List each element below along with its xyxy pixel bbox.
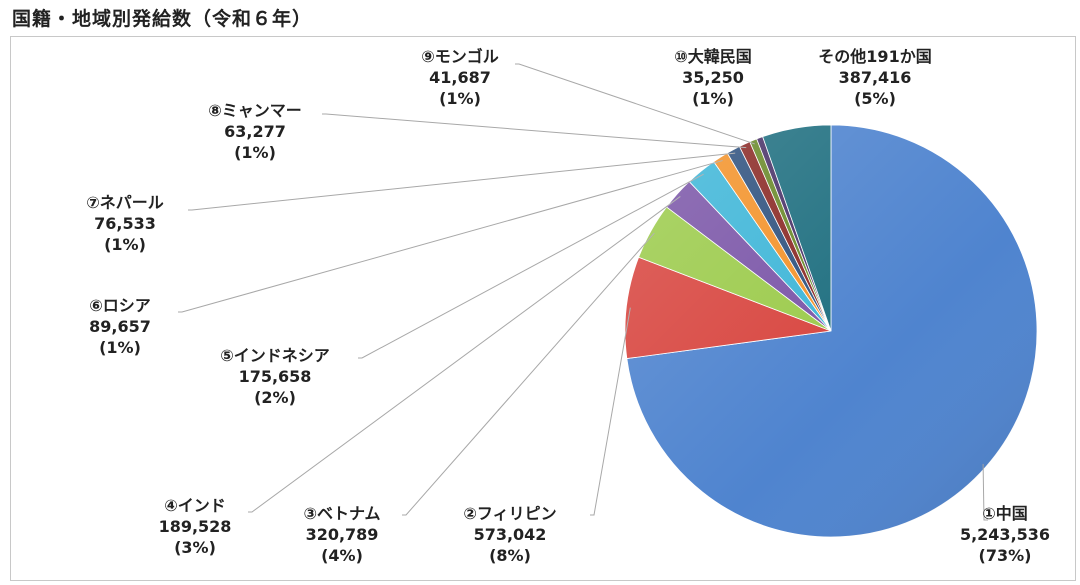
slice-name: ②フィリピン <box>463 504 557 523</box>
slice-value: 387,416 <box>838 68 912 87</box>
slice-value: 89,657 <box>89 317 151 336</box>
leader-line-myanmar <box>322 113 747 149</box>
slice-label-china: ①中国 5,243,536 (73%) <box>940 503 1070 566</box>
slice-name: ③ベトナム <box>303 504 381 523</box>
slice-name: ⑨モンゴル <box>421 47 499 66</box>
slice-label-korea: ⑩大韓民国 35,250 (1%) <box>648 46 778 109</box>
slice-value: 63,277 <box>224 122 286 141</box>
slice-name: ⑧ミャンマー <box>208 101 302 120</box>
slice-percent: (1%) <box>439 89 481 108</box>
slice-label-russia: ⑥ロシア 89,657 (1%) <box>60 295 180 358</box>
slice-name: その他191か国 <box>818 47 932 66</box>
slice-value: 41,687 <box>429 68 491 87</box>
slice-percent: (3%) <box>174 538 216 557</box>
slice-percent: (8%) <box>489 546 531 565</box>
slice-name: ①中国 <box>982 504 1028 523</box>
slice-value: 5,243,536 <box>959 525 1051 544</box>
leader-line-philippines <box>590 307 631 516</box>
slice-label-others: その他191か国 387,416 (5%) <box>790 46 960 109</box>
slice-percent: (2%) <box>254 388 296 407</box>
leader-line-indonesia <box>358 173 704 359</box>
leader-line-india <box>248 196 681 513</box>
slice-label-india: ④インド 189,528 (3%) <box>140 495 250 558</box>
slice-label-mongolia: ⑨モンゴル 41,687 (1%) <box>390 46 530 109</box>
slice-value: 320,789 <box>305 525 379 544</box>
leader-line-nepal <box>188 152 736 211</box>
slice-label-vietnam: ③ベトナム 320,789 (4%) <box>276 503 408 566</box>
slice-name: ④インド <box>164 496 226 515</box>
slice-name: ⑦ネパール <box>86 193 164 212</box>
slice-value: 189,528 <box>158 517 232 536</box>
slice-label-indonesia: ⑤インドネシア 175,658 (2%) <box>190 345 360 408</box>
slice-value: 175,658 <box>238 367 312 386</box>
leader-line-russia <box>178 160 723 313</box>
page-title: 国籍・地域別発給数（令和６年） <box>12 8 313 30</box>
slice-label-myanmar: ⑧ミャンマー 63,277 (1%) <box>180 100 330 163</box>
leader-line-mongolia <box>515 63 755 145</box>
slice-name: ⑤インドネシア <box>220 346 330 365</box>
slice-percent: (5%) <box>854 89 896 108</box>
slice-value: 573,042 <box>473 525 547 544</box>
slice-percent: (4%) <box>321 546 363 565</box>
slice-value: 35,250 <box>682 68 744 87</box>
slice-percent: (1%) <box>99 338 141 357</box>
slice-label-nepal: ⑦ネパール 76,533 (1%) <box>60 192 190 255</box>
slice-value: 76,533 <box>94 214 156 233</box>
slice-name: ⑩大韓民国 <box>674 47 752 66</box>
slice-label-philippines: ②フィリピン 573,042 (8%) <box>430 503 590 566</box>
slice-percent: (73%) <box>978 546 1032 565</box>
leader-line-vietnam <box>402 232 655 516</box>
slice-name: ⑥ロシア <box>89 296 151 315</box>
slice-percent: (1%) <box>104 235 146 254</box>
slice-percent: (1%) <box>234 143 276 162</box>
slice-percent: (1%) <box>692 89 734 108</box>
